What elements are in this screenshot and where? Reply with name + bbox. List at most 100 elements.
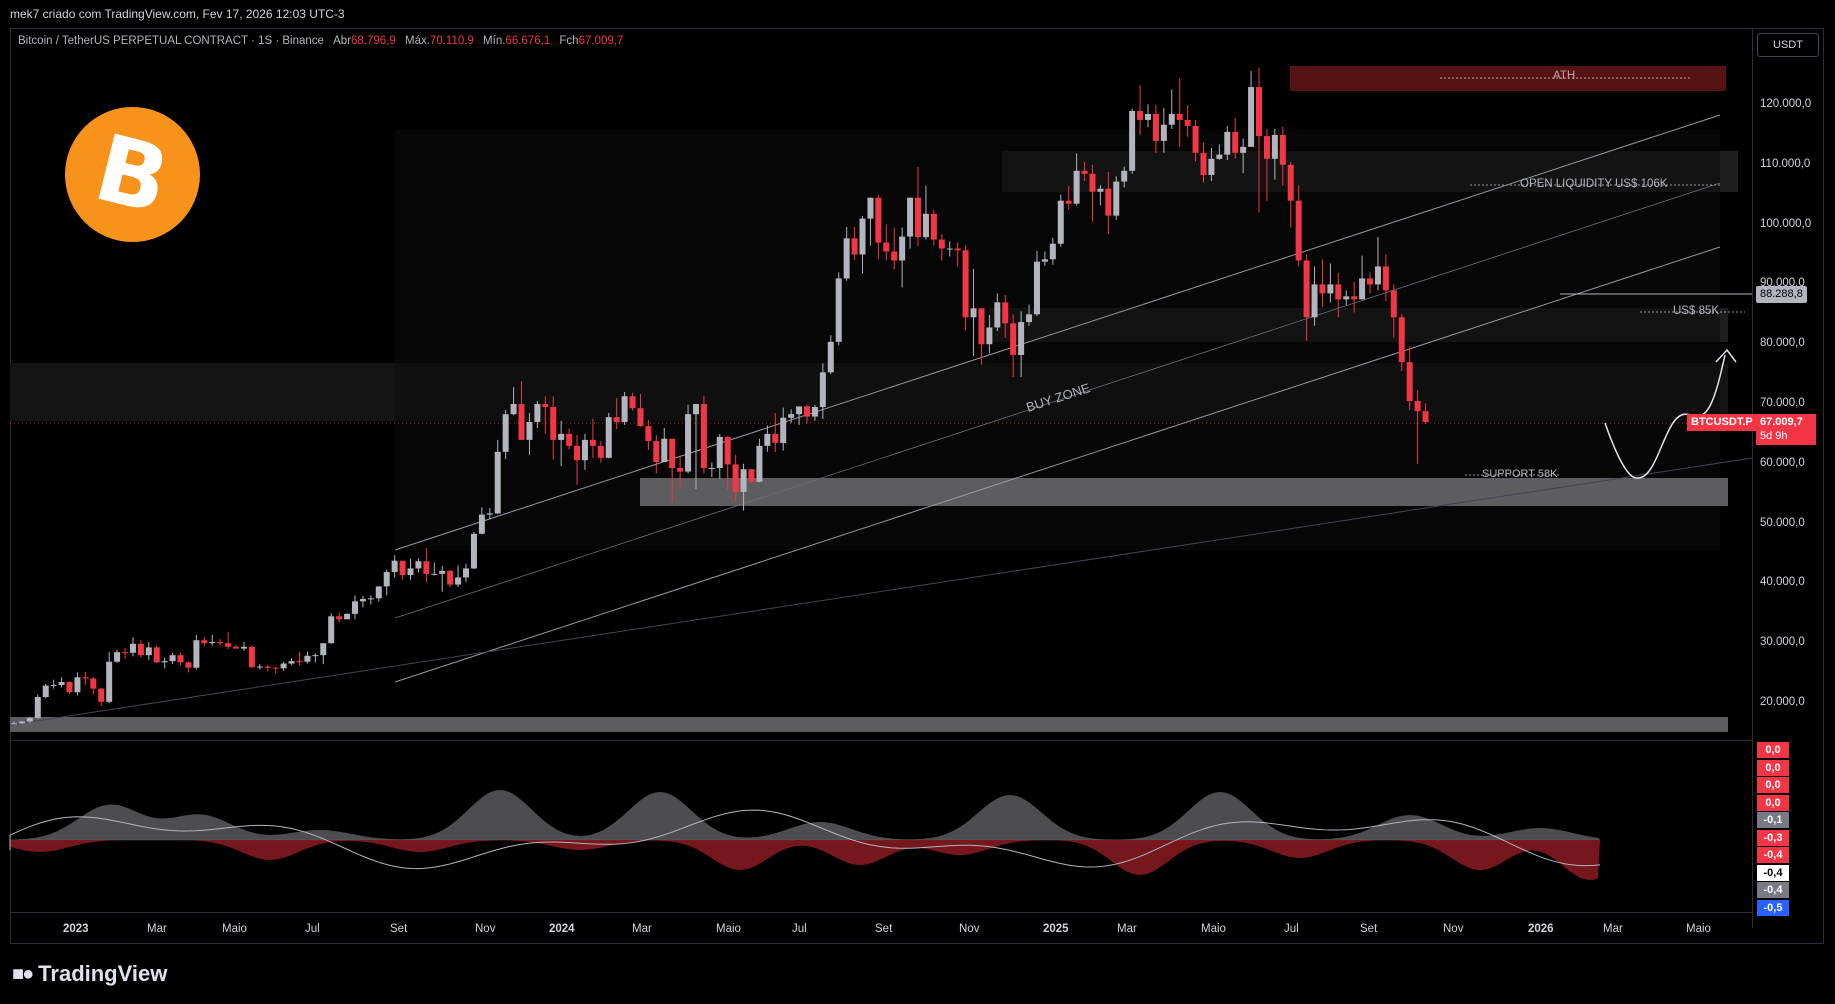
time-label: Mar [147, 923, 167, 935]
candle-body [922, 213, 929, 238]
candle-body [677, 467, 684, 472]
candle-body [550, 406, 557, 440]
candle-body [1287, 164, 1294, 201]
candle-body [1382, 266, 1389, 291]
candle-body [1152, 113, 1159, 141]
candle-body [455, 577, 462, 585]
candle-body [11, 723, 17, 725]
candle-body [938, 239, 945, 249]
candle-body [1422, 411, 1429, 422]
candle-body [637, 408, 644, 427]
projection-path [1604, 354, 1726, 479]
candle-body [1224, 131, 1231, 155]
candle-body [732, 464, 739, 492]
candle-body [494, 451, 501, 514]
candle-body [193, 640, 200, 668]
candle-body [66, 682, 73, 693]
time-label: Nov [475, 923, 496, 935]
candle-body [391, 560, 398, 573]
candle-body [613, 417, 620, 422]
candle-body [42, 685, 49, 698]
candle-body [994, 302, 1001, 328]
osc-value-tag: 0,0 [1757, 742, 1789, 758]
currency-unit-button[interactable]: USDT [1757, 33, 1819, 57]
candle-body [129, 643, 136, 653]
price-label: 50.000,0 [1760, 516, 1805, 529]
candle-body [431, 573, 438, 575]
price-label: 120.000,0 [1760, 98, 1812, 110]
high-value: 70.110,9 [429, 35, 474, 47]
candle-body [629, 396, 636, 409]
candle-body [1137, 110, 1144, 120]
candle-body [827, 341, 834, 373]
price-axis[interactable] [1752, 28, 1825, 928]
candle-body [399, 560, 406, 576]
candle-body [772, 433, 779, 443]
candle-body [1240, 146, 1247, 153]
time-label: Jul [1284, 923, 1299, 935]
channel-upper [394, 114, 1721, 551]
candle-body [18, 721, 25, 724]
candle-body [415, 561, 422, 569]
time-label: Nov [1443, 923, 1464, 935]
support-zone [640, 478, 1728, 506]
candle-body [1263, 136, 1270, 159]
time-label: Set [390, 923, 408, 935]
candle-body [692, 404, 699, 415]
candle-body [1200, 152, 1207, 175]
high-label: Máx. [405, 35, 430, 47]
candle-body [835, 278, 842, 342]
candle-body [1033, 261, 1040, 315]
candle-body [1192, 125, 1199, 153]
candle-body [312, 655, 319, 657]
candle-body [1065, 200, 1072, 204]
candle-body [177, 655, 184, 663]
candle-body [288, 661, 295, 664]
candle-body [978, 308, 985, 345]
candle-body [1256, 87, 1263, 137]
candle-body [1327, 284, 1334, 294]
candle-body [542, 404, 549, 407]
candle-body [740, 469, 747, 492]
candle-body [756, 445, 763, 482]
candle-body [217, 642, 224, 644]
candle-body [796, 406, 803, 415]
osc-value-tag: -0,1 [1757, 812, 1789, 828]
candles [11, 67, 1429, 725]
candle-body [843, 238, 850, 279]
candle-body [930, 213, 937, 240]
price-label: 60.000,0 [1760, 456, 1805, 469]
time-label: Maio [716, 923, 741, 935]
osc-value-tag: -0,4 [1757, 864, 1789, 881]
candle-body [153, 647, 160, 663]
candle-body [1232, 131, 1239, 153]
candle-body [74, 677, 81, 693]
osc-signal-line [9, 809, 1601, 870]
candle-body [114, 652, 121, 662]
open-liquidity-label: OPEN LIQUIDITY US$ 106K [1520, 178, 1668, 190]
candle-body [1216, 154, 1223, 159]
candle-body [463, 568, 470, 578]
candle-body [1311, 284, 1318, 318]
candle-body [574, 445, 581, 461]
low-label: Mín. [483, 35, 506, 47]
candle-body [82, 677, 89, 679]
candle-body [1073, 170, 1080, 204]
candle-body [621, 396, 628, 422]
candle-body [296, 661, 303, 663]
us85k-label: US$ 85K [1673, 305, 1720, 317]
time-label: Nov [959, 923, 980, 935]
candle-body [256, 666, 263, 668]
candle-body [1271, 134, 1278, 159]
level-88-tag: 88.288,8 [1756, 286, 1807, 303]
time-axis[interactable] [10, 912, 1752, 945]
candle-body [589, 439, 596, 446]
header: mek7 criado com TradingView.com, Fev 17,… [0, 0, 1835, 28]
oscillator-pane [9, 790, 1601, 881]
candle-body [518, 404, 525, 440]
candle-body [891, 251, 898, 261]
candle-body [605, 417, 612, 458]
candle-body [1279, 134, 1286, 165]
candle-body [1144, 113, 1151, 120]
